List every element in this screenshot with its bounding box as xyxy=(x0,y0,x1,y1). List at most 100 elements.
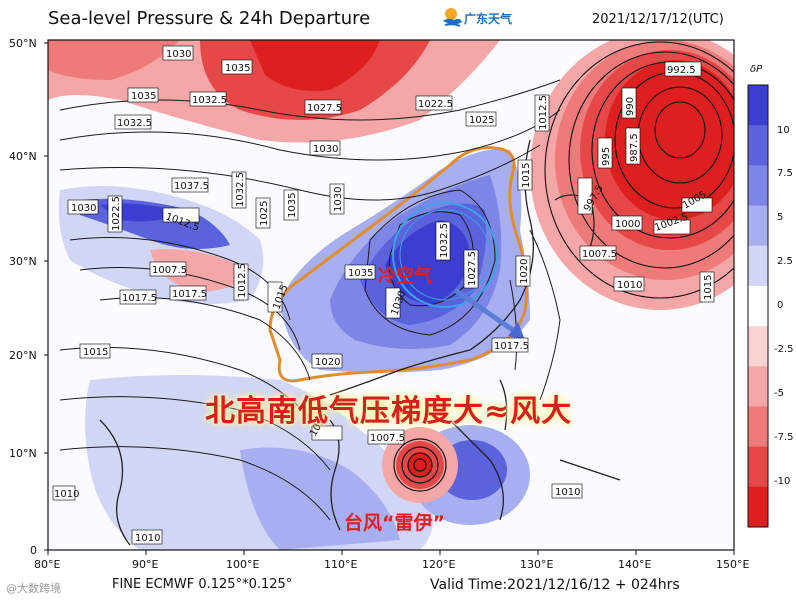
isobar-label: 1017.5 xyxy=(494,341,529,352)
guangdong-weather-logo: 广东天气 xyxy=(440,5,540,31)
lon-label: 110°E xyxy=(324,558,357,571)
colorbar-swatch xyxy=(748,125,768,166)
typhoon-annotation: 台风“雷伊” xyxy=(344,512,445,534)
model-info: FINE ECMWF 0.125°*0.125° xyxy=(112,577,293,592)
colorbar-swatches xyxy=(748,85,768,528)
colorbar-swatch xyxy=(748,165,768,207)
isobar-label: 992.5 xyxy=(667,65,696,76)
lat-label: 0 xyxy=(30,544,37,557)
isobar-label: 1035 xyxy=(287,193,298,218)
colorbar-tick: -5 xyxy=(774,388,784,399)
isobar-label: 1030 xyxy=(333,187,344,212)
isobar-label: 1015 xyxy=(521,163,532,188)
isobar-label: 1030 xyxy=(313,144,338,155)
colorbar-title: δP xyxy=(750,64,763,75)
longitude-axis: 80°E 90°E 100°E 110°E 120°E 130°E 140°E … xyxy=(34,550,749,571)
isobar-label: 1010 xyxy=(54,489,79,500)
isobar-label: 1027.5 xyxy=(467,251,478,286)
colorbar-tick: -7.5 xyxy=(774,432,794,443)
logo-text: 广东天气 xyxy=(464,12,513,26)
isobar-label: 1025 xyxy=(469,115,494,126)
lon-label: 120°E xyxy=(422,558,455,571)
lat-label: 50°N xyxy=(9,37,37,50)
isobar-label: 1032.5 xyxy=(117,118,152,129)
colorbar-tick: 2.5 xyxy=(777,256,793,267)
colorbar-swatch xyxy=(748,366,768,407)
colorbar-swatch xyxy=(748,486,768,528)
valid-time: Valid Time:2021/12/16/12 + 024hrs xyxy=(430,577,680,593)
colorbar: δP 10 7.5 5 2.5 0 -2.5 -5 -7.5 -10 xyxy=(747,64,794,528)
colorbar-tick: -2.5 xyxy=(774,344,794,355)
cold-air-circle xyxy=(392,202,498,308)
colorbar-swatch xyxy=(748,446,768,488)
lon-label: 100°E xyxy=(226,558,259,571)
lat-label: 40°N xyxy=(9,150,37,163)
colorbar-swatch xyxy=(748,245,768,287)
isobar-label: 1020 xyxy=(315,357,340,368)
cold-air-region xyxy=(85,149,530,550)
colorbar-swatch xyxy=(748,85,768,126)
colorbar-tick: 0 xyxy=(777,300,783,311)
isobar-label: 995 xyxy=(601,147,612,166)
isobar-label: 1010 xyxy=(555,487,580,498)
lon-label: 80°E xyxy=(34,558,60,571)
isobar-label: 1032.5 xyxy=(192,95,227,106)
isobar-label: 1007.5 xyxy=(582,249,617,260)
weibo-watermark: @大数跨境 xyxy=(6,582,61,595)
colorbar-tick: 7.5 xyxy=(777,168,793,179)
colorbar-tick: 10 xyxy=(777,125,790,136)
isobar-label: 1012.5 xyxy=(538,95,549,130)
cold-air-boundary xyxy=(268,146,529,383)
isobar-label: 1030 xyxy=(71,203,96,214)
gradient-headline: 北高南低气压梯度大≈风大 xyxy=(205,394,573,429)
colorbar-tick: 5 xyxy=(777,212,783,223)
lat-label: 10°N xyxy=(9,447,37,460)
isobar-label: 1010 xyxy=(617,280,642,291)
lon-label: 150°E xyxy=(716,558,749,571)
lat-label: 30°N xyxy=(9,255,37,268)
cold-air-circle-inner xyxy=(399,209,491,301)
isobar-label: 1035 xyxy=(348,268,373,279)
chart-title: Sea-level Pressure & 24h Departure xyxy=(48,8,371,29)
isobar-label: 1035 xyxy=(131,91,156,102)
isobar-label: 1032.5 xyxy=(439,223,450,258)
latitude-axis: 50°N 40°N 30°N 20°N 10°N 0 xyxy=(9,37,48,557)
isobar-label: 987.5 xyxy=(629,133,640,162)
colorbar-tick: -10 xyxy=(774,476,790,487)
isobar-label: 1015 xyxy=(703,275,714,300)
isobar-label: 1025 xyxy=(259,201,270,226)
lon-label: 90°E xyxy=(132,558,158,571)
isobar-label: 990 xyxy=(625,97,636,116)
isobar-label: 1037.5 xyxy=(174,181,209,192)
isobar-label: 1022.5 xyxy=(418,99,453,110)
isobar-label: 1017.5 xyxy=(172,289,207,300)
isobar-label: 1035 xyxy=(225,63,250,74)
sun-cloud-icon xyxy=(443,8,462,27)
cold-air-arrow xyxy=(453,287,525,340)
isobar-label: 1022.5 xyxy=(111,196,122,231)
isobar-label: 1020 xyxy=(519,259,530,284)
colorbar-swatch xyxy=(748,285,768,327)
isobar-label: 1010 xyxy=(135,533,160,544)
colorbar-swatch xyxy=(748,326,768,367)
isobar-label-group: 1030 1035 1035 1032.5 1032.5 1027.5 1022… xyxy=(52,45,715,545)
isobar-label: 1012.5 xyxy=(237,263,248,298)
isobar-label: 1007.5 xyxy=(370,433,405,444)
lon-label: 140°E xyxy=(618,558,651,571)
typhoon-rai xyxy=(382,425,530,525)
isobar-label: 1015 xyxy=(83,347,108,358)
typhoon-isobars xyxy=(393,438,447,492)
isobar-label: 1032.5 xyxy=(235,172,246,207)
lon-label: 130°E xyxy=(520,558,553,571)
isobar-label: 1017.5 xyxy=(122,293,157,304)
isobar-label: 1000 xyxy=(615,219,640,230)
isobar-label: 1030 xyxy=(166,49,191,60)
colorbar-swatch xyxy=(748,406,768,448)
isobar-label: 1027.5 xyxy=(307,103,342,114)
map-frame xyxy=(47,39,735,551)
lat-label: 20°N xyxy=(9,349,37,362)
issue-datetime: 2021/12/17/12(UTC) xyxy=(592,12,724,27)
isobar-label: 1007.5 xyxy=(152,265,187,276)
cold-air-annotation: 冷空气 xyxy=(378,266,432,287)
